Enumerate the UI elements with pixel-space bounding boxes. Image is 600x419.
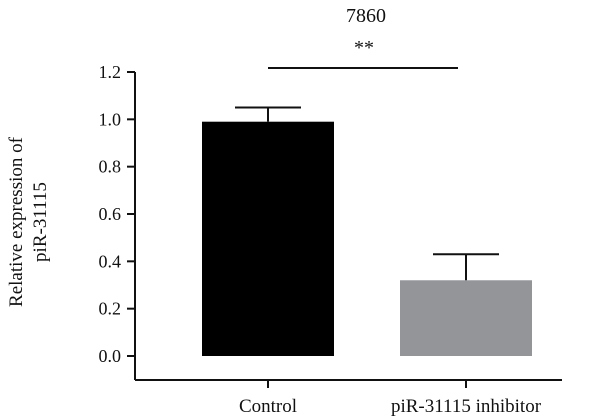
y-tick-label-1: 0.2 bbox=[99, 299, 122, 319]
x-axis: Control piR-31115 inhibitor bbox=[135, 379, 562, 417]
y-tick-label-0: 0.0 bbox=[99, 346, 122, 366]
y-tick-label-4: 0.8 bbox=[99, 157, 122, 177]
bars bbox=[202, 106, 532, 356]
y-axis-label-line-1: Relative expression of bbox=[6, 136, 27, 307]
y-tick-label-6: 1.2 bbox=[99, 62, 122, 82]
y-tick-label-2: 0.4 bbox=[99, 251, 122, 271]
bar-pir-31115-inhibitor bbox=[400, 280, 532, 356]
y-axis-label-line-2: piR-31115 bbox=[30, 182, 51, 262]
x-tick-label-0: Control bbox=[239, 396, 297, 417]
y-tick-label-5: 1.0 bbox=[99, 109, 122, 129]
significance-label: ** bbox=[354, 37, 374, 59]
x-tick-label-1: piR-31115 inhibitor bbox=[391, 396, 542, 417]
y-axis-label: Relative expression of piR-31115 bbox=[6, 136, 51, 307]
y-axis: 0.0 0.2 0.4 0.6 0.8 1.0 1.2 bbox=[99, 62, 136, 380]
chart-title: 7860 bbox=[346, 5, 386, 27]
y-tick-label-3: 0.6 bbox=[99, 204, 122, 224]
bar-control bbox=[202, 121, 334, 356]
